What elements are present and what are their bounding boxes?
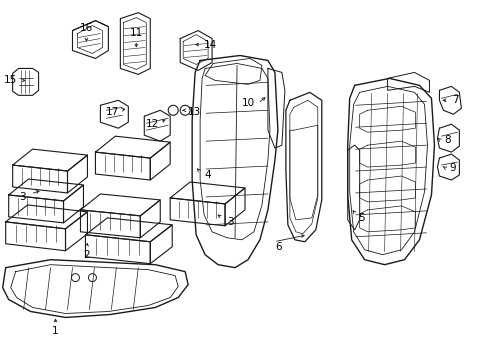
- Polygon shape: [67, 155, 87, 193]
- Polygon shape: [359, 206, 415, 232]
- Polygon shape: [439, 86, 461, 114]
- Polygon shape: [359, 106, 415, 132]
- Polygon shape: [13, 149, 87, 171]
- Polygon shape: [144, 110, 170, 141]
- Polygon shape: [140, 200, 160, 238]
- Polygon shape: [85, 218, 172, 242]
- Text: 4: 4: [204, 170, 211, 180]
- Text: 10: 10: [241, 98, 254, 108]
- Polygon shape: [267, 68, 285, 148]
- Text: 15: 15: [4, 75, 17, 85]
- Text: 11: 11: [129, 28, 142, 37]
- Polygon shape: [63, 185, 83, 223]
- Polygon shape: [347, 145, 359, 230]
- Text: 7: 7: [451, 95, 458, 105]
- Polygon shape: [347, 78, 433, 265]
- Polygon shape: [120, 13, 150, 75]
- Text: 5: 5: [358, 213, 364, 223]
- Polygon shape: [437, 124, 458, 152]
- Polygon shape: [9, 179, 83, 201]
- Polygon shape: [359, 176, 415, 202]
- Polygon shape: [285, 92, 321, 242]
- Text: 16: 16: [80, 23, 93, 33]
- Polygon shape: [95, 136, 170, 158]
- Text: 6: 6: [275, 242, 282, 252]
- Polygon shape: [65, 212, 87, 251]
- Text: 9: 9: [448, 163, 455, 173]
- Text: 8: 8: [443, 135, 450, 145]
- Polygon shape: [81, 210, 140, 238]
- Polygon shape: [6, 222, 65, 251]
- Polygon shape: [150, 225, 172, 264]
- Polygon shape: [85, 235, 150, 264]
- Polygon shape: [192, 55, 277, 268]
- Polygon shape: [437, 154, 458, 180]
- Polygon shape: [9, 195, 63, 223]
- Polygon shape: [13, 165, 67, 193]
- Text: 1: 1: [52, 327, 59, 336]
- Polygon shape: [13, 68, 39, 95]
- Polygon shape: [72, 21, 108, 58]
- Polygon shape: [170, 198, 224, 226]
- Polygon shape: [100, 100, 128, 128]
- Text: 3: 3: [226, 217, 233, 227]
- Text: 3: 3: [20, 192, 26, 202]
- Text: 12: 12: [145, 119, 159, 129]
- Polygon shape: [170, 182, 244, 204]
- Polygon shape: [359, 141, 415, 167]
- Polygon shape: [81, 194, 160, 216]
- Text: 13: 13: [187, 107, 201, 117]
- Polygon shape: [2, 260, 188, 318]
- Text: 14: 14: [203, 40, 216, 50]
- Polygon shape: [150, 142, 170, 180]
- Polygon shape: [224, 188, 244, 226]
- Polygon shape: [95, 152, 150, 180]
- Polygon shape: [180, 31, 212, 71]
- Polygon shape: [6, 205, 87, 229]
- Polygon shape: [387, 72, 428, 92]
- Text: 17: 17: [105, 107, 119, 117]
- Polygon shape: [204, 58, 262, 84]
- Text: 2: 2: [83, 250, 90, 260]
